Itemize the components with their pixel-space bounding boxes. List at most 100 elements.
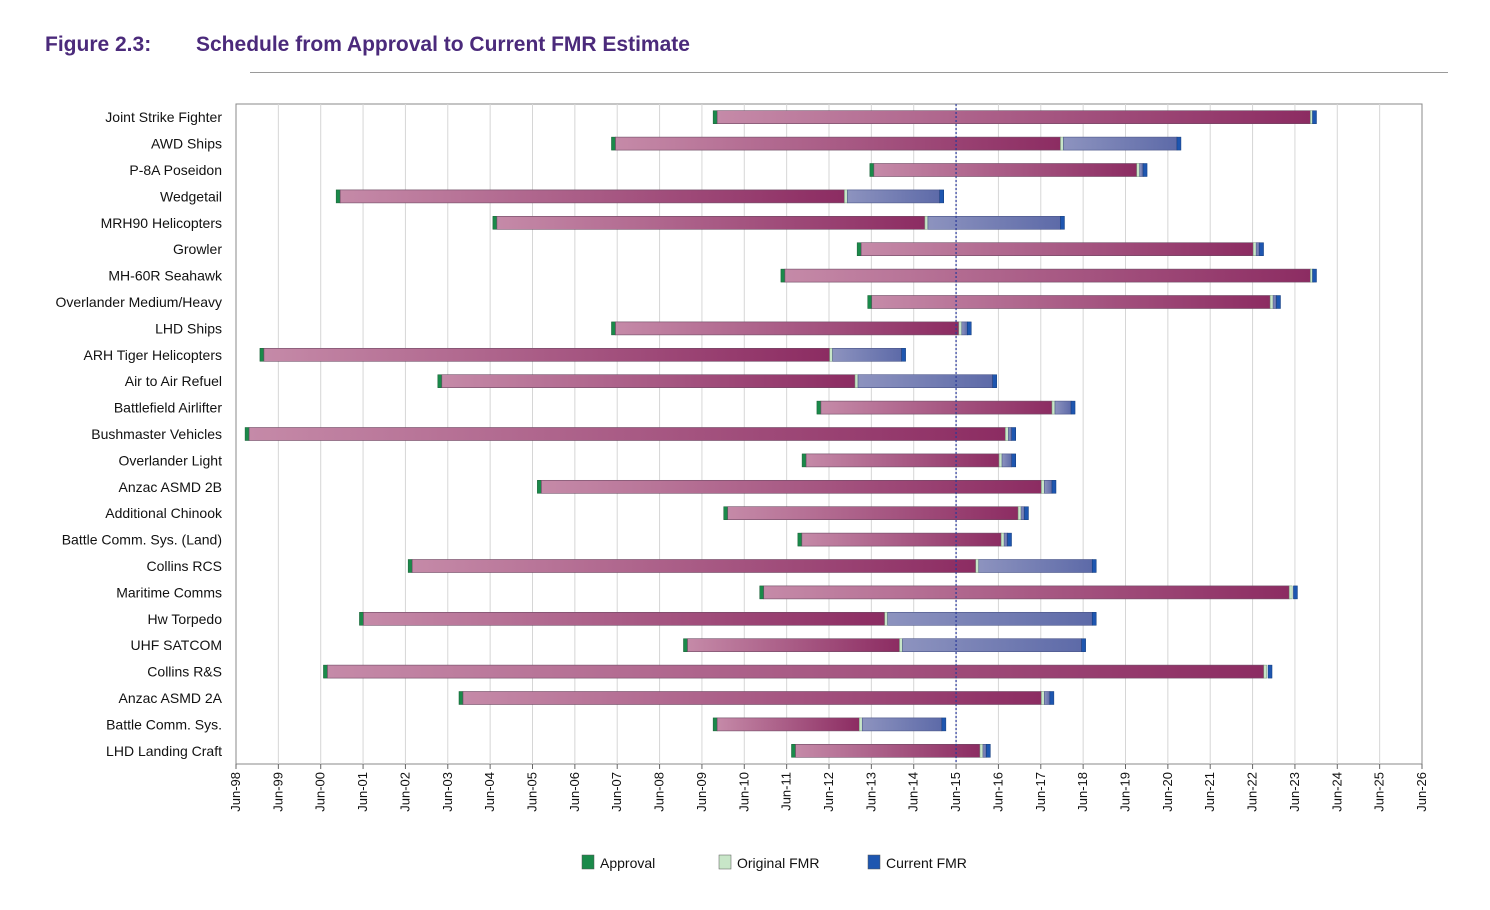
x-tick-label: Jun-07 [609, 772, 624, 812]
category-label: Additional Chinook [105, 505, 223, 521]
current-fmr-marker [1060, 216, 1065, 230]
x-tick-label: Jun-05 [525, 772, 540, 812]
original-to-current-segment [961, 321, 968, 336]
approval-marker [537, 480, 542, 494]
approval-marker [723, 506, 728, 520]
approval-to-original-segment [327, 664, 1265, 679]
current-fmr-marker [1312, 110, 1317, 124]
original-fmr-marker [1269, 295, 1274, 309]
category-label: Battle Comm. Sys. (Land) [62, 532, 222, 548]
original-fmr-marker [998, 453, 1003, 468]
current-fmr-marker [992, 374, 997, 388]
x-tick-label: Jun-04 [482, 772, 497, 812]
category-label: AWD Ships [151, 136, 222, 152]
approval-to-original-segment [727, 506, 1019, 521]
legend-swatch [581, 854, 595, 870]
original-fmr-marker [844, 189, 848, 204]
x-tick-label: Jun-06 [567, 772, 582, 812]
approval-marker [869, 163, 875, 177]
approval-to-original-segment [687, 638, 900, 653]
x-tick-label: Jun-03 [440, 772, 455, 812]
category-label: Air to Air Refuel [125, 373, 222, 389]
legend-label: Current FMR [886, 855, 967, 871]
category-label: Maritime Comms [116, 584, 222, 600]
original-fmr-marker [1005, 427, 1009, 441]
original-to-current-segment [1044, 691, 1051, 705]
x-tick-label: Jun-24 [1329, 772, 1344, 812]
original-fmr-marker [859, 717, 863, 732]
x-tick-label: Jun-14 [906, 772, 921, 812]
approval-to-original-segment [795, 743, 981, 758]
x-tick-label: Jun-12 [821, 772, 836, 812]
approval-to-original-segment [462, 691, 1042, 705]
category-label: Wedgetail [160, 188, 222, 204]
approval-marker [437, 374, 443, 388]
approval-to-original-segment [820, 400, 1053, 415]
x-tick-label: Jun-99 [270, 772, 285, 812]
title-divider [250, 72, 1448, 73]
approval-marker [407, 559, 413, 573]
approval-to-original-segment [801, 532, 1002, 547]
original-to-current-segment [927, 216, 1061, 230]
x-tick-label: Jun-02 [397, 772, 412, 812]
approval-marker [492, 216, 498, 230]
approval-to-original-segment [805, 453, 1000, 468]
original-to-current-segment [887, 611, 1093, 626]
original-fmr-marker [1000, 532, 1005, 547]
current-fmr-marker [1312, 268, 1317, 283]
current-fmr-marker [1049, 691, 1055, 705]
original-to-current-segment [1054, 400, 1072, 415]
current-fmr-marker [1176, 136, 1182, 151]
current-fmr-marker [986, 744, 991, 758]
approval-marker [458, 691, 464, 705]
category-label: UHF SATCOM [130, 637, 222, 653]
category-label: Bushmaster Vehicles [91, 426, 222, 442]
approval-to-original-segment [873, 163, 1138, 177]
approval-to-original-segment [411, 559, 977, 573]
approval-to-original-segment [763, 585, 1290, 600]
original-fmr-marker [854, 374, 859, 388]
original-fmr-marker [958, 321, 963, 336]
approval-to-original-segment [339, 189, 845, 204]
category-label: Battle Comm. Sys. [106, 716, 222, 732]
legend-label: Original FMR [737, 855, 819, 871]
original-fmr-marker [979, 744, 984, 758]
current-fmr-marker [1091, 559, 1097, 573]
original-to-current-segment [1063, 136, 1178, 151]
original-to-current-segment [1139, 163, 1144, 177]
x-tick-label: Jun-17 [1033, 772, 1048, 812]
legend-swatch [718, 854, 732, 870]
approval-to-original-segment [615, 321, 960, 336]
current-fmr-marker [967, 321, 972, 336]
current-fmr-marker [901, 348, 906, 362]
x-tick-label: Jun-25 [1372, 772, 1387, 812]
original-to-current-segment [902, 638, 1082, 653]
current-fmr-marker [1081, 638, 1086, 652]
category-label: Collins R&S [147, 664, 222, 680]
current-fmr-marker [1259, 242, 1264, 256]
x-tick-label: Jun-13 [863, 772, 878, 812]
original-fmr-marker [1041, 480, 1045, 494]
category-label: MH-60R Seahawk [108, 268, 223, 284]
original-fmr-marker [1136, 163, 1140, 177]
legend-label: Approval [600, 855, 655, 871]
approval-marker [816, 400, 822, 415]
current-fmr-marker [1024, 506, 1029, 520]
approval-to-original-segment [716, 717, 860, 732]
category-label: Joint Strike Fighter [105, 109, 222, 125]
approval-to-original-segment [441, 374, 856, 389]
category-label: Growler [173, 241, 222, 257]
approval-marker [323, 664, 328, 679]
category-label: LHD Landing Craft [106, 743, 222, 759]
original-fmr-marker [1017, 506, 1022, 520]
original-to-current-segment [832, 347, 902, 362]
approval-marker [712, 717, 718, 732]
original-to-current-segment [1044, 479, 1053, 494]
category-label: Hw Torpedo [148, 611, 223, 627]
current-fmr-marker [941, 717, 947, 732]
current-fmr-marker [1070, 400, 1076, 415]
x-tick-label: Jun-21 [1202, 772, 1217, 812]
original-to-current-segment [1272, 295, 1277, 309]
x-tick-label: Jun-10 [736, 772, 751, 812]
